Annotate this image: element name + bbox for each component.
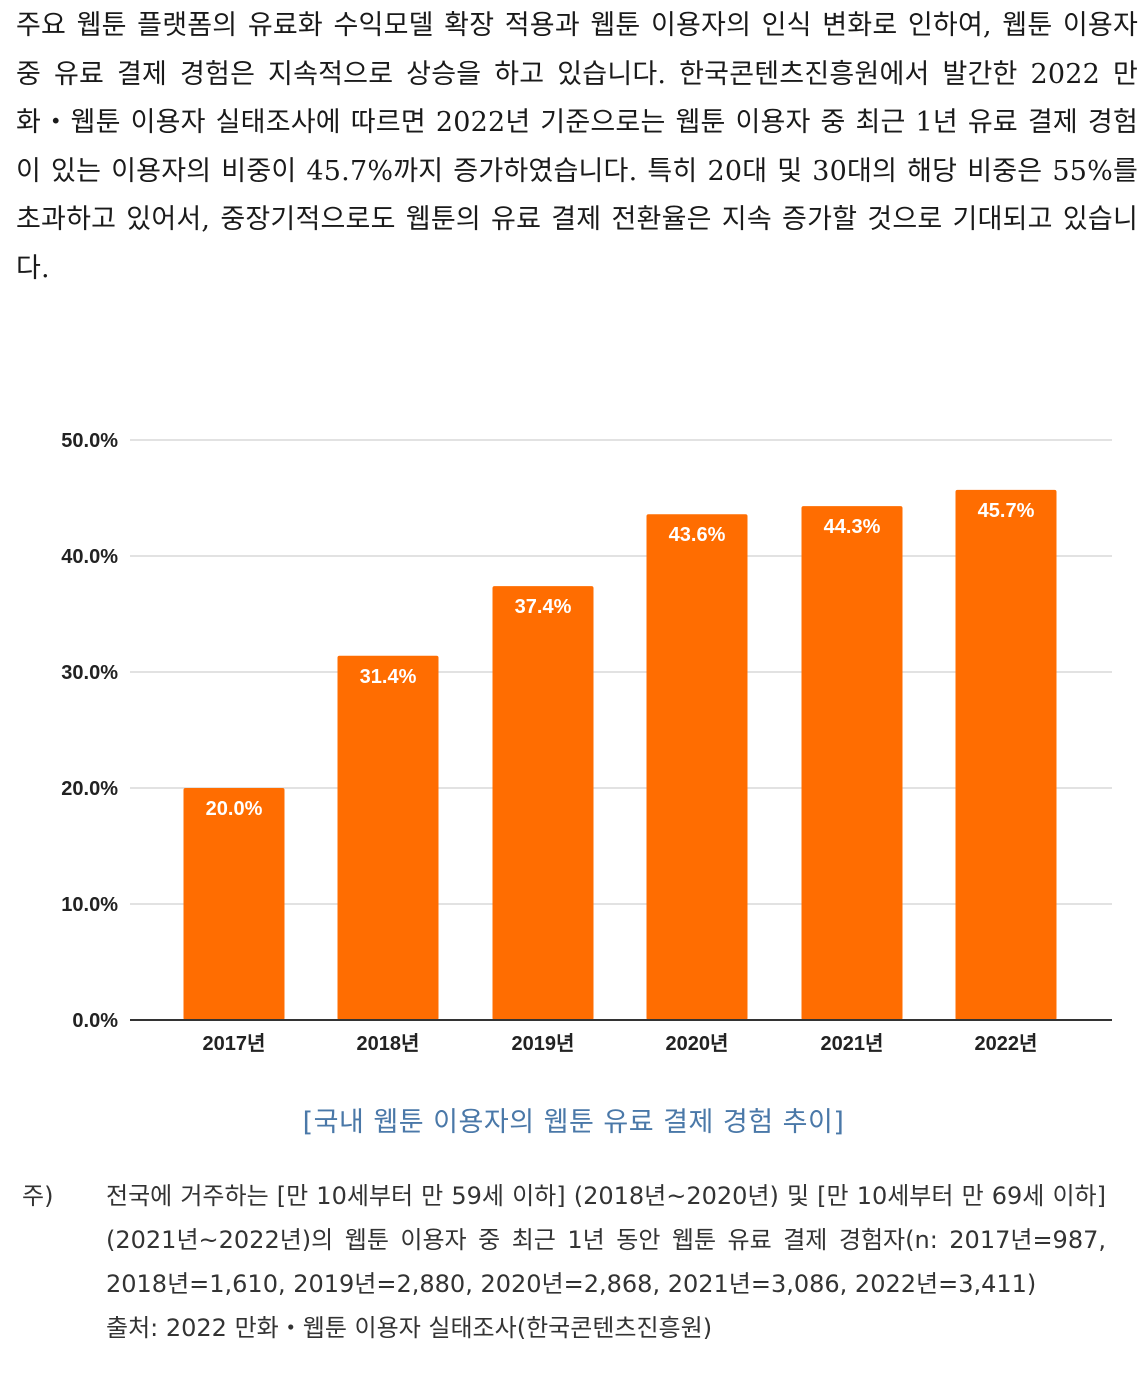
footnote-mark: 주) xyxy=(22,1182,54,1210)
footnote-body: 전국에 거주하는 [만 10세부터 만 59세 이하] (2018년~2020년… xyxy=(106,1174,1106,1350)
x-tick-label: 2018년 xyxy=(357,1032,420,1055)
x-tick-label: 2021년 xyxy=(821,1032,884,1055)
bar xyxy=(646,514,748,1020)
x-tick-label: 2019년 xyxy=(512,1032,575,1055)
x-tick-label: 2022년 xyxy=(975,1032,1038,1055)
gridlines xyxy=(130,439,1112,905)
bar xyxy=(492,586,594,1020)
y-tick-label: 20.0% xyxy=(61,778,118,800)
x-tick-label: 2020년 xyxy=(666,1032,729,1055)
data-label: 45.7% xyxy=(978,500,1035,522)
y-tick-label: 10.0% xyxy=(61,894,118,916)
bar-chart: 50.0% 40.0% 30.0% 20.0% 10.0% 0.0% 20.0% 31.4%… xyxy=(61,430,1112,1055)
y-tick-label: 40.0% xyxy=(61,546,118,568)
data-label: 44.3% xyxy=(824,516,881,538)
x-tick-label: 2017년 xyxy=(203,1032,266,1055)
x-axis-ticks: 2017년 2018년 2019년 2020년 2021년 2022년 xyxy=(203,1032,1038,1055)
y-axis-ticks: 50.0% 40.0% 30.0% 20.0% 10.0% 0.0% xyxy=(61,430,118,1032)
bars xyxy=(183,489,1057,1020)
data-label: 31.4% xyxy=(360,666,417,688)
data-label: 20.0% xyxy=(206,798,263,820)
bar xyxy=(801,506,903,1020)
source-text: 출처: 2022 만화・웹툰 이용자 실태조사(한국콘텐츠진흥원) xyxy=(106,1314,713,1342)
data-label: 43.6% xyxy=(669,524,726,546)
y-tick-label: 0.0% xyxy=(72,1010,118,1032)
chart-caption: [국내 웹툰 이용자의 웹툰 유료 결제 경험 추이] xyxy=(302,1107,845,1138)
footnote-text: 전국에 거주하는 [만 10세부터 만 59세 이하] (2018년~2020년… xyxy=(106,1182,1106,1298)
intro-paragraph: 주요 웹툰 플랫폼의 유료화 수익모델 확장 적용과 웹툰 이용자의 인식 변화… xyxy=(16,10,1138,284)
y-tick-label: 50.0% xyxy=(61,430,118,452)
y-tick-label: 30.0% xyxy=(61,662,118,684)
data-labels: 20.0% 31.4% 37.4% 43.6% 44.3% 45.7% xyxy=(206,500,1035,820)
bar xyxy=(183,788,285,1020)
bar xyxy=(955,489,1057,1020)
data-label: 37.4% xyxy=(515,596,572,618)
bar xyxy=(337,655,439,1020)
